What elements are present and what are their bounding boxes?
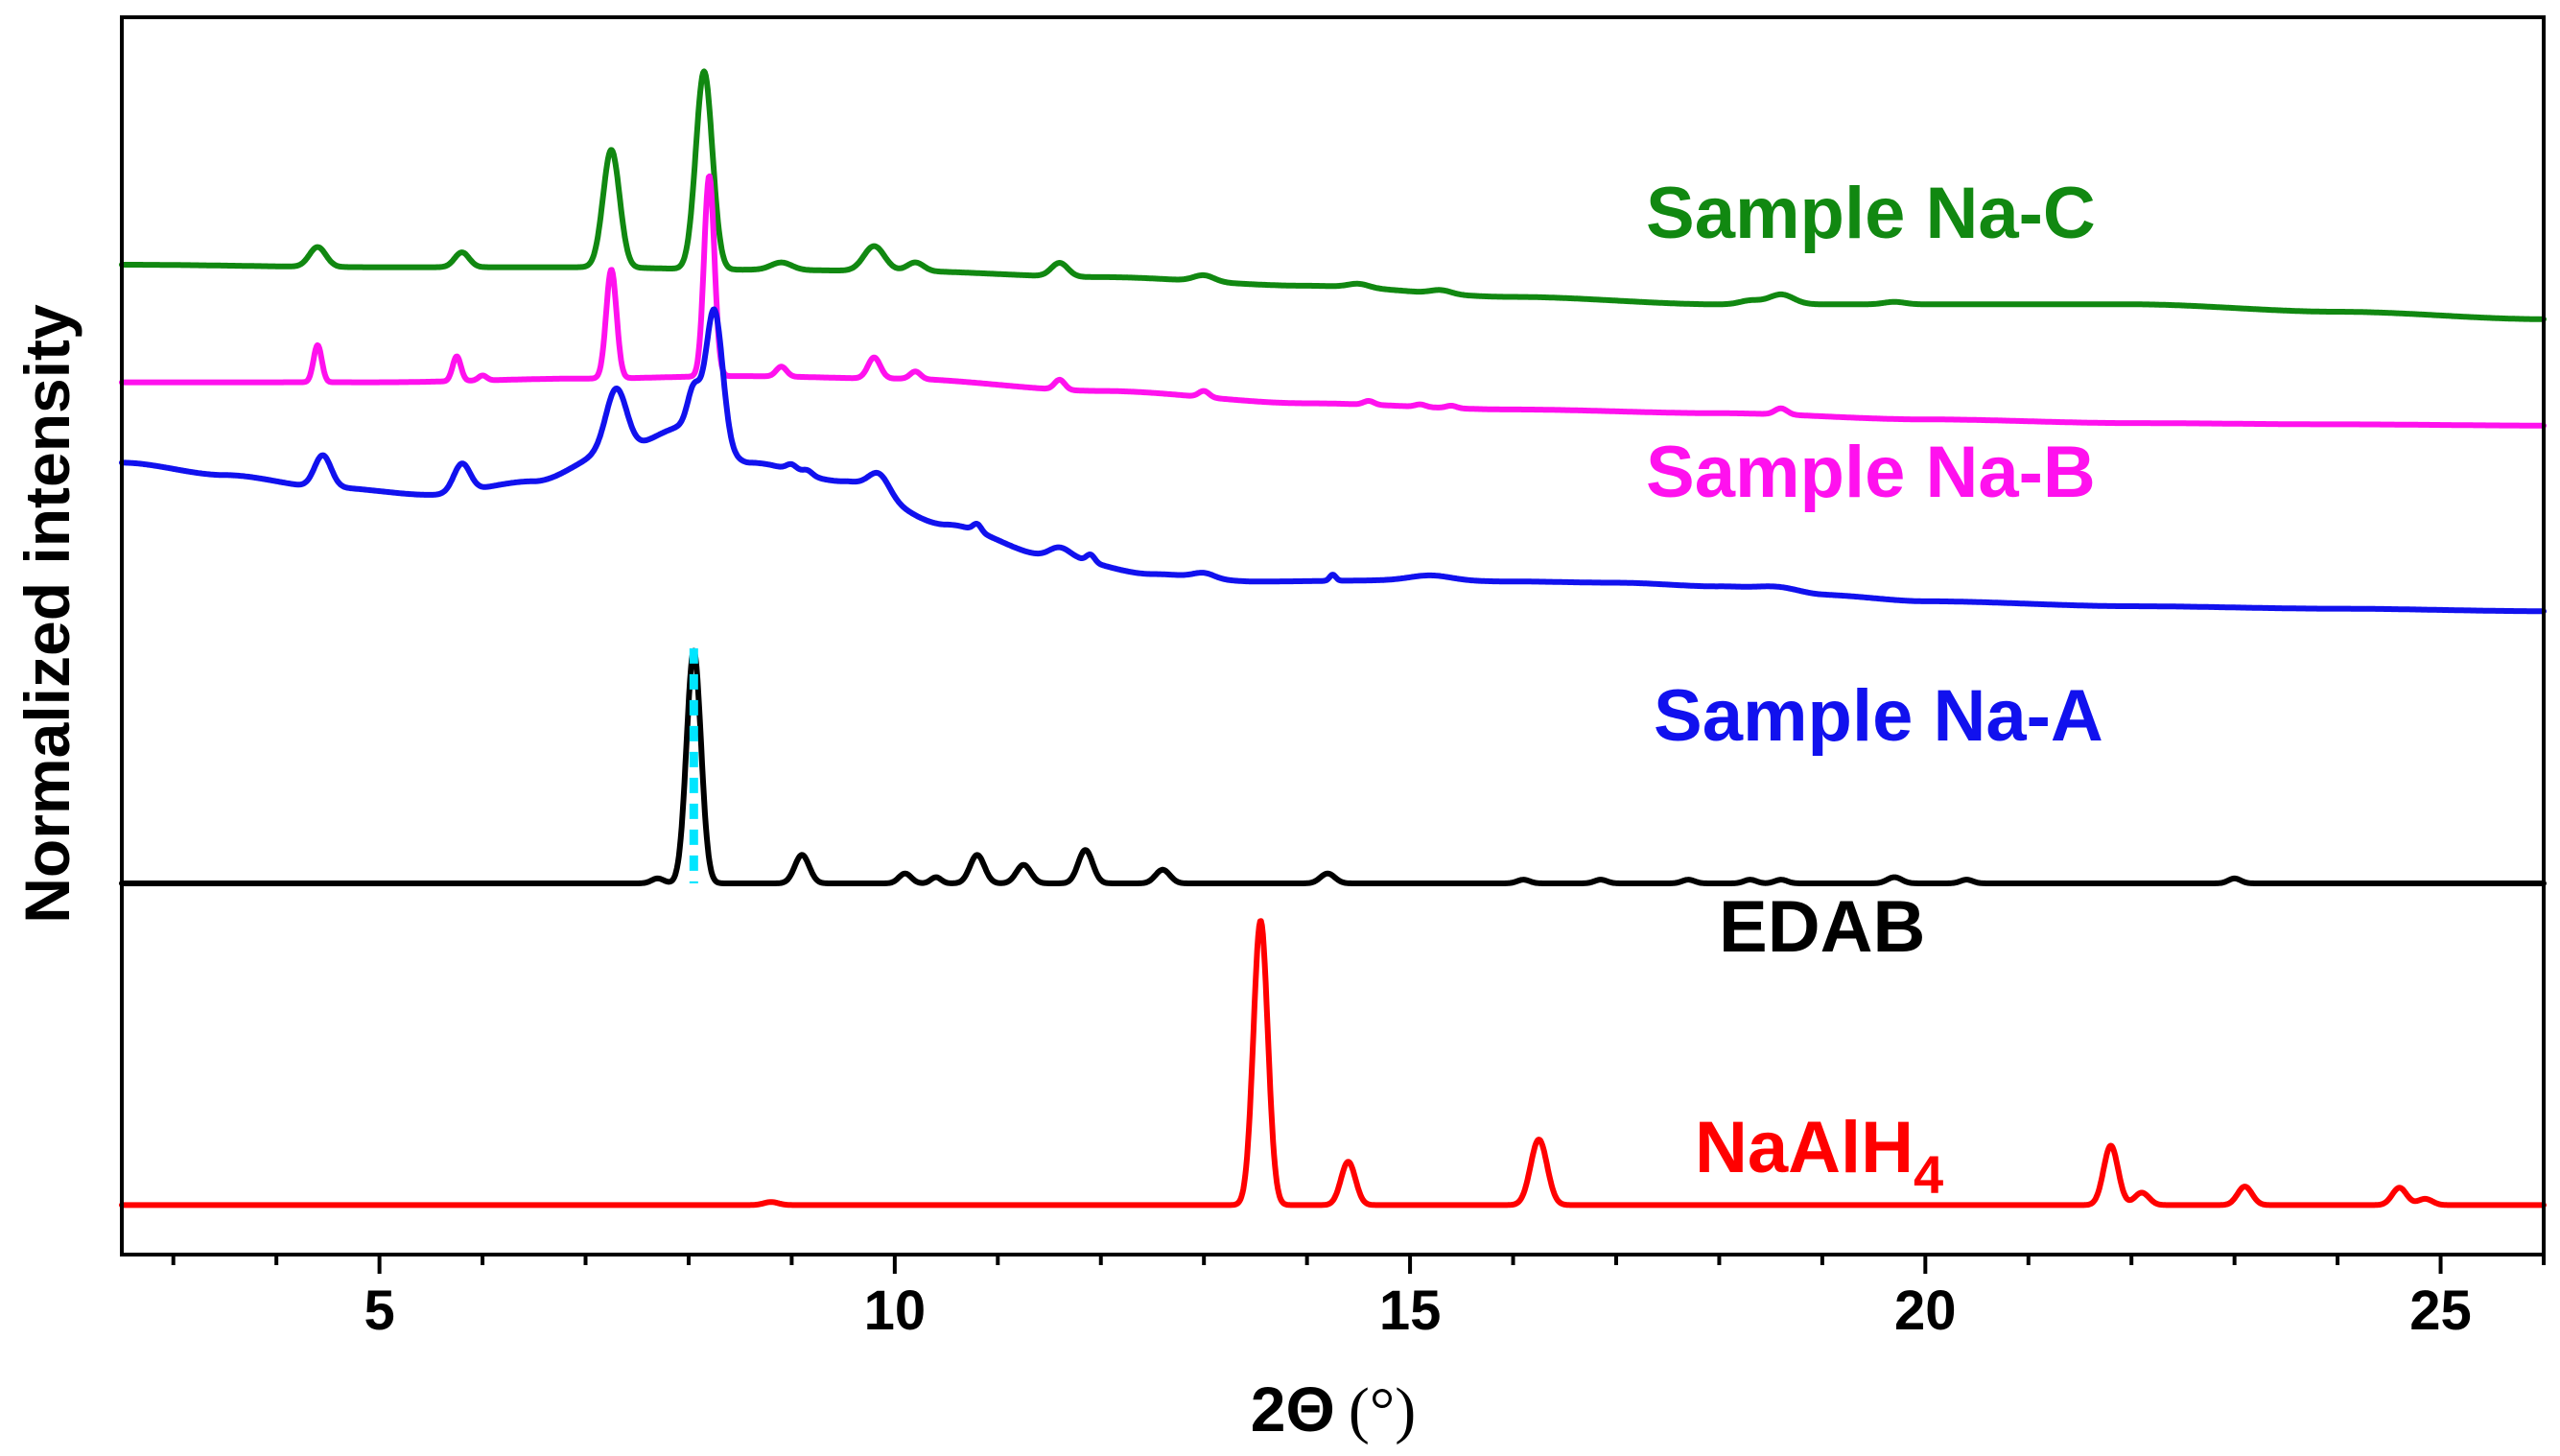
series-label-edab: EDAB bbox=[1719, 886, 1925, 968]
x-axis-title-symbol: 2Θ bbox=[1251, 1374, 1335, 1444]
series-label-sample-na-a: Sample Na-A bbox=[1654, 675, 2103, 757]
x-axis-title-unit: (°) bbox=[1349, 1375, 1416, 1445]
x-tick-label: 15 bbox=[1379, 1280, 1442, 1342]
series-line-edab bbox=[119, 647, 2547, 886]
series-label-naalh4-main: NaAlH bbox=[1695, 1107, 1914, 1188]
series-label-naalh4-subscript: 4 bbox=[1914, 1144, 1943, 1205]
series-label-sample-na-b: Sample Na-B bbox=[1646, 432, 2096, 513]
series-line-sample-na-b bbox=[119, 173, 2547, 429]
x-axis-title: 2Θ (°) bbox=[1251, 1374, 1416, 1445]
series-line-sample-na-c bbox=[119, 68, 2547, 322]
series-label-naalh4: NaAlH4 bbox=[1695, 1107, 1943, 1205]
plot-frame bbox=[120, 15, 2546, 1256]
x-tick-label: 5 bbox=[364, 1280, 394, 1342]
series-line-sample-na-a bbox=[119, 306, 2547, 615]
series-layer bbox=[119, 68, 2547, 1209]
y-axis-title: Normalized intensity bbox=[12, 304, 82, 924]
series-line-naalh4 bbox=[119, 918, 2547, 1209]
x-tick-label: 20 bbox=[1894, 1280, 1957, 1342]
x-tick-label: 25 bbox=[2409, 1280, 2472, 1342]
x-tick-label: 10 bbox=[864, 1280, 927, 1342]
x-axis-ticks: 5 10 15 20 25 bbox=[171, 1255, 2546, 1342]
series-label-sample-na-c: Sample Na-C bbox=[1646, 173, 2096, 254]
